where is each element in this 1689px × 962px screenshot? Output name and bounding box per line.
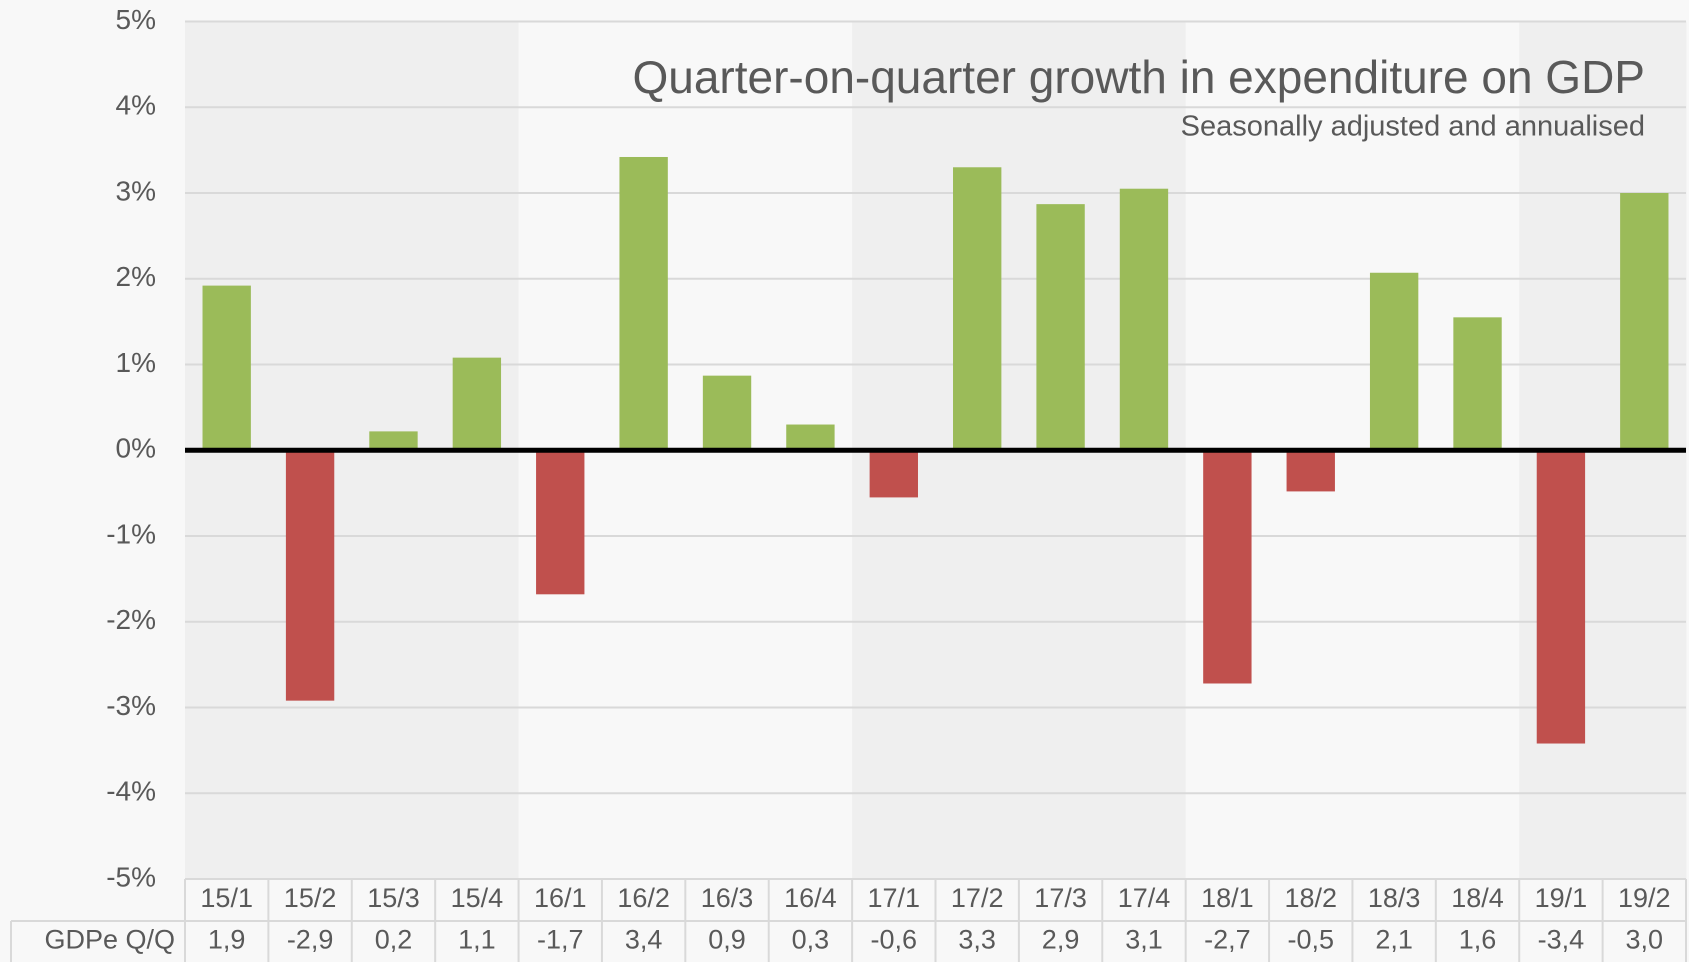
bar — [619, 156, 668, 451]
data-label: 0,9 — [708, 925, 746, 955]
x-tick-label: 17/3 — [1034, 883, 1087, 913]
x-tick-label: 19/1 — [1535, 883, 1588, 913]
bar — [452, 357, 502, 451]
x-tick-label: 15/2 — [284, 883, 337, 913]
data-label: 1,1 — [458, 925, 496, 955]
table-background — [11, 921, 185, 962]
bar — [1620, 193, 1669, 451]
bar — [285, 450, 335, 701]
x-tick-label: 16/4 — [784, 883, 837, 913]
x-tick-label: 18/3 — [1368, 883, 1421, 913]
data-label: -0,5 — [1287, 925, 1334, 955]
x-tick-label: 18/4 — [1451, 883, 1504, 913]
bar — [786, 424, 835, 451]
bar — [953, 167, 1002, 451]
bar — [1119, 188, 1169, 451]
y-tick-label: -5% — [106, 861, 156, 892]
bar — [1203, 450, 1252, 684]
y-tick-label: 5% — [116, 4, 156, 35]
data-label: 1,6 — [1459, 925, 1497, 955]
x-tick-label: 17/1 — [868, 883, 921, 913]
bar — [1536, 450, 1586, 744]
y-tick-label: 3% — [116, 175, 156, 206]
x-tick-label: 18/1 — [1201, 883, 1254, 913]
data-label: 2,1 — [1375, 925, 1413, 955]
bar — [1286, 450, 1335, 492]
y-tick-label: 1% — [116, 347, 156, 378]
data-label: 1,9 — [208, 925, 246, 955]
data-label: 2,9 — [1042, 925, 1080, 955]
x-tick-label: 19/2 — [1618, 883, 1671, 913]
x-tick-label: 16/1 — [534, 883, 587, 913]
data-label: 3,4 — [625, 925, 663, 955]
y-tick-label: 2% — [116, 261, 156, 292]
y-tick-label: -3% — [106, 690, 156, 721]
bar — [869, 450, 918, 498]
x-tick-label: 17/2 — [951, 883, 1004, 913]
table-row-label: GDPe Q/Q — [44, 925, 175, 955]
data-label: 0,2 — [375, 925, 413, 955]
data-label: -2,9 — [287, 925, 334, 955]
chart-title: Quarter-on-quarter growth in expenditure… — [632, 51, 1645, 103]
y-tick-label: -1% — [106, 518, 156, 549]
bar — [369, 431, 418, 451]
chart-subtitle: Seasonally adjusted and annualised — [1181, 111, 1645, 143]
x-tick-label: 15/3 — [367, 883, 420, 913]
bar — [1036, 204, 1085, 451]
y-tick-label: -4% — [106, 776, 156, 807]
y-tick-label: 0% — [116, 433, 156, 464]
data-label: 3,1 — [1125, 925, 1163, 955]
x-tick-label: 16/3 — [701, 883, 754, 913]
bar — [1369, 272, 1419, 451]
x-tick-label: 18/2 — [1284, 883, 1337, 913]
data-label: 0,3 — [792, 925, 830, 955]
bar — [1453, 317, 1502, 451]
bar — [202, 285, 251, 451]
data-label: -3,4 — [1538, 925, 1585, 955]
data-label: 3,0 — [1626, 925, 1664, 955]
y-tick-label: 4% — [116, 90, 156, 121]
bar — [702, 375, 752, 451]
bar — [536, 450, 585, 595]
data-label: -0,6 — [871, 925, 918, 955]
x-tick-label: 16/2 — [617, 883, 670, 913]
x-tick-label: 17/4 — [1118, 883, 1171, 913]
x-tick-label: 15/1 — [200, 883, 253, 913]
data-label: -2,7 — [1204, 925, 1251, 955]
x-tick-label: 15/4 — [451, 883, 504, 913]
y-tick-label: -2% — [106, 604, 156, 635]
data-label: 3,3 — [958, 925, 996, 955]
data-label: -1,7 — [537, 925, 584, 955]
